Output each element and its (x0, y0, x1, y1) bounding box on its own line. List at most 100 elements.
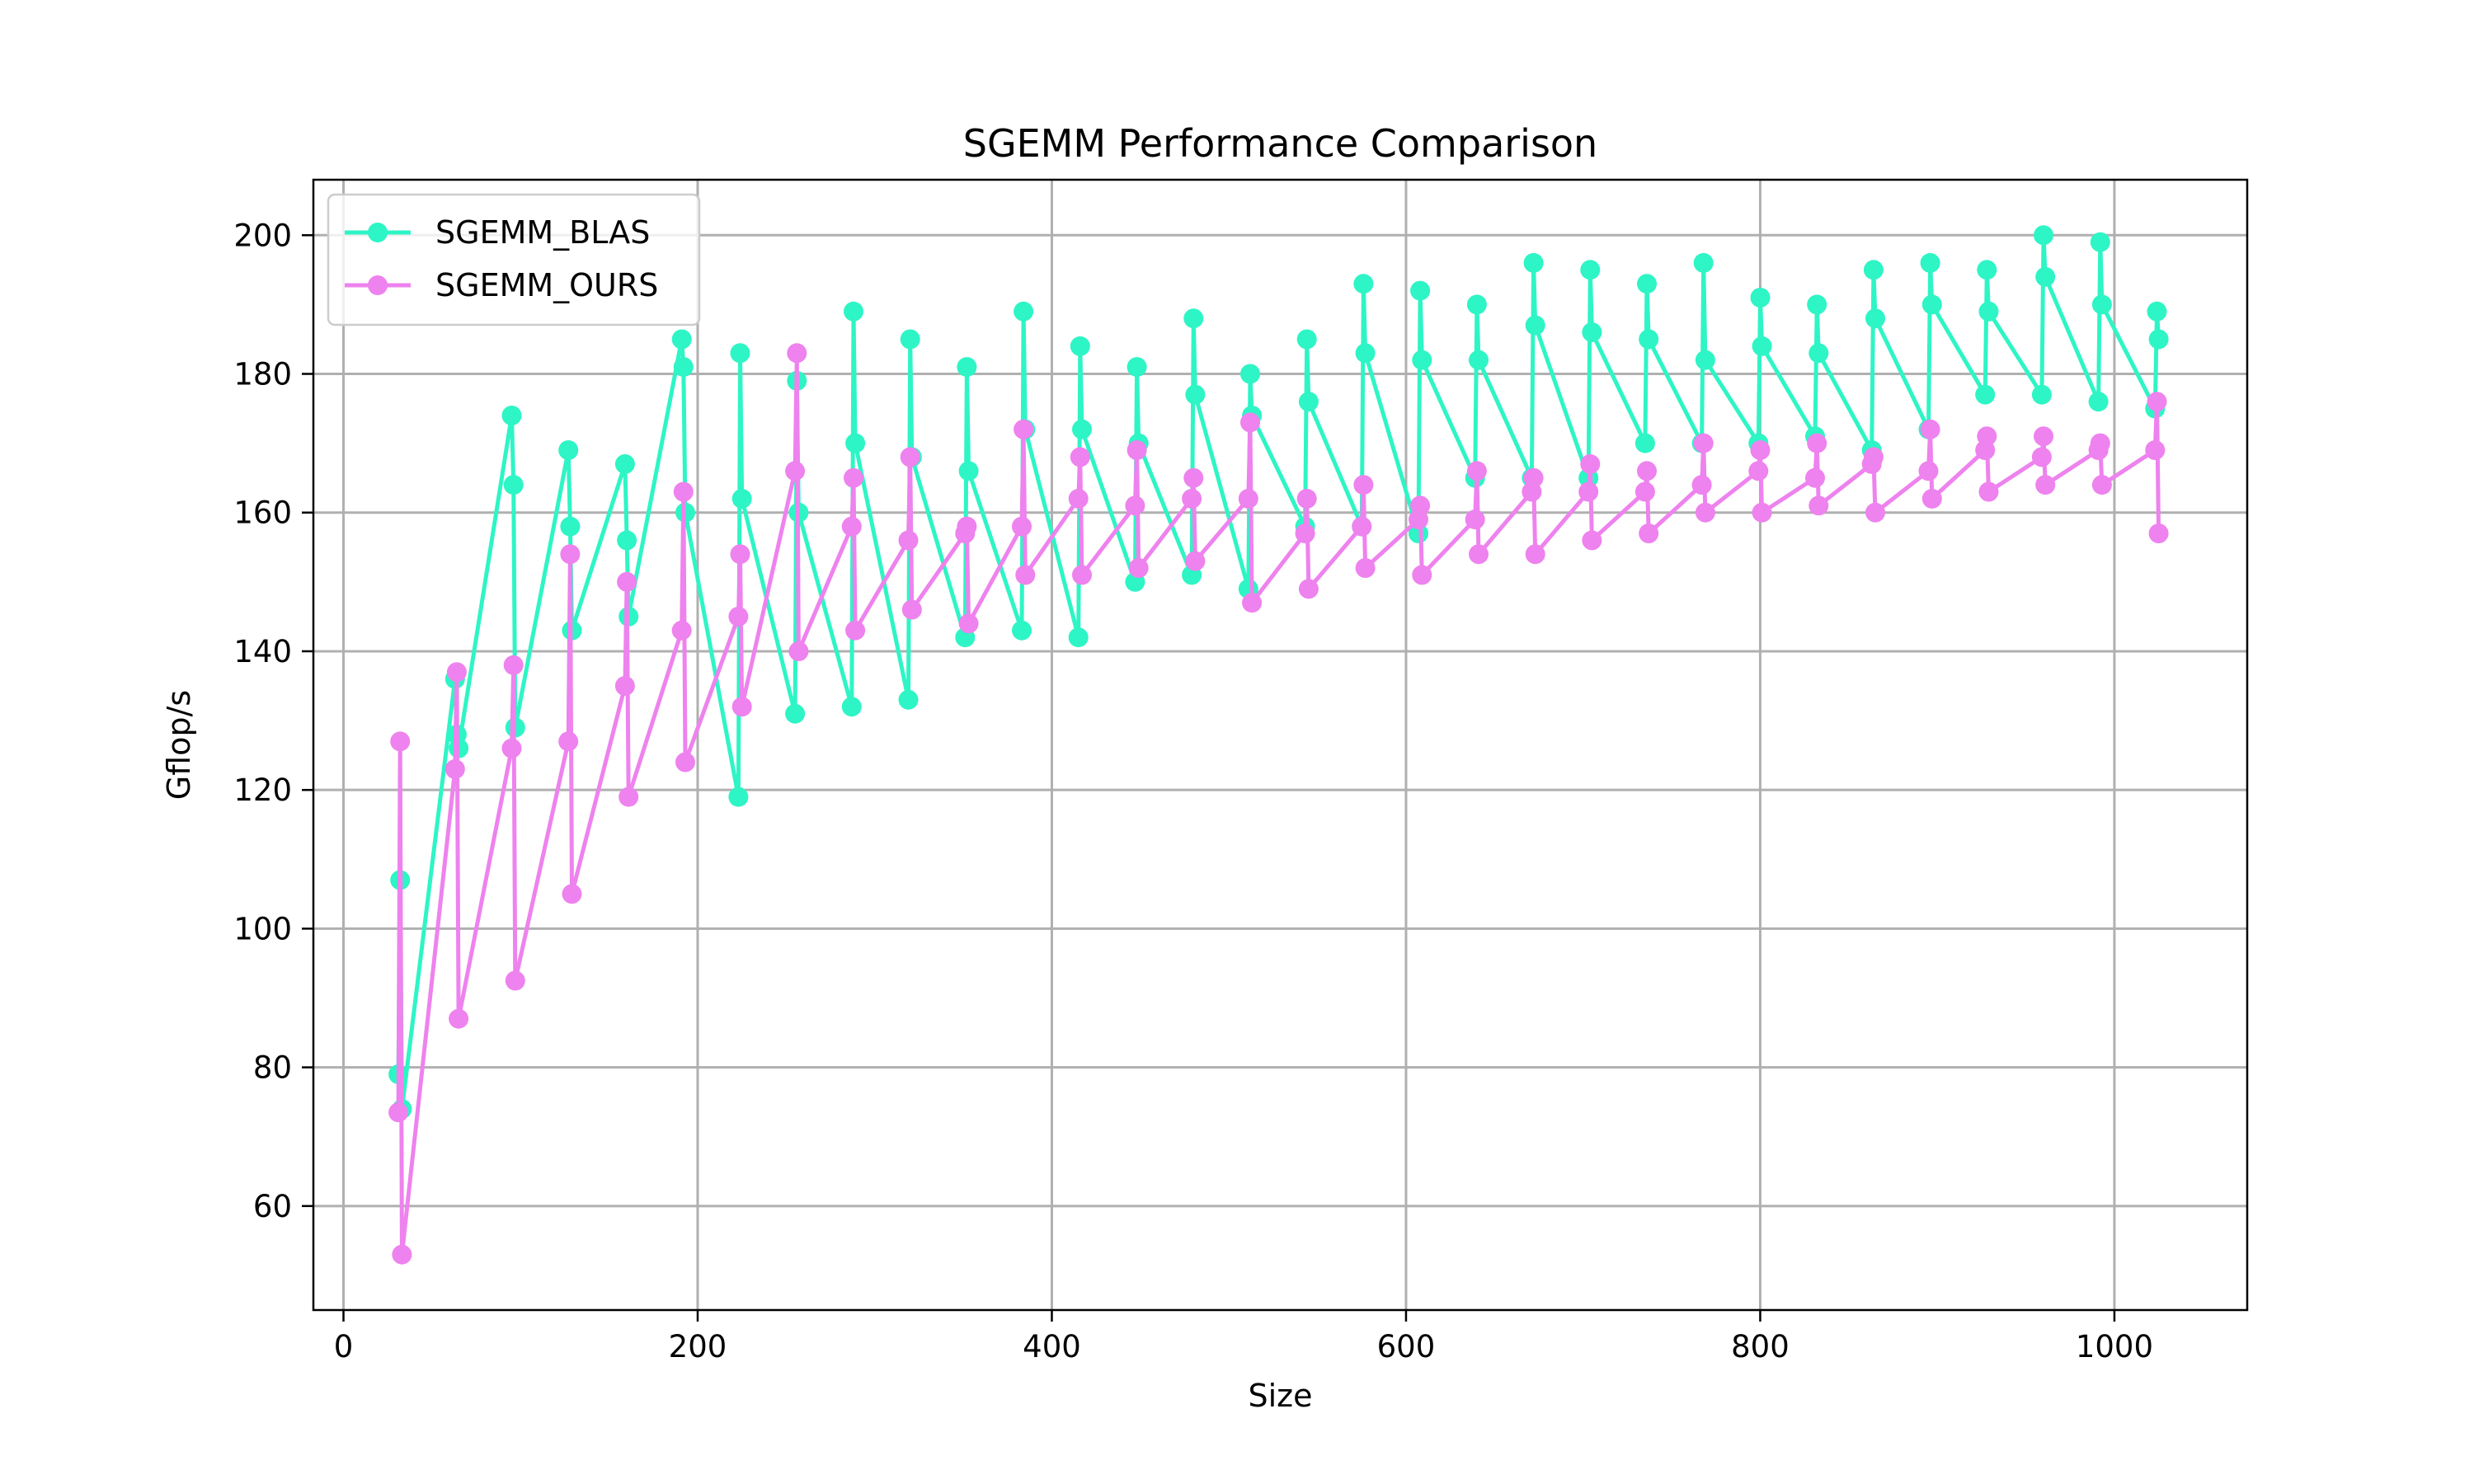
data-point (901, 599, 922, 620)
data-point (1977, 426, 1997, 447)
data-point (1070, 336, 1090, 356)
data-point (845, 620, 866, 641)
x-tick-label: 600 (1377, 1329, 1436, 1364)
legend-label: SGEMM_BLAS (435, 214, 650, 251)
data-point (501, 738, 522, 758)
data-point (671, 329, 692, 350)
data-point (503, 655, 524, 675)
y-tick-label: 120 (233, 773, 292, 808)
data-point (2148, 524, 2169, 543)
data-point (1525, 544, 1545, 565)
data-point (898, 689, 919, 710)
axis-ticks: 0 200 400 600 800 1000 60 80 100 120 140 160 180 200 (233, 218, 2153, 1364)
data-point (958, 461, 979, 481)
data-point (1918, 461, 1939, 481)
data-point (2088, 392, 2109, 412)
data-point (788, 641, 809, 661)
data-point (1580, 453, 1601, 474)
data-point (1465, 510, 1485, 530)
data-point (1865, 308, 1885, 329)
data-point (898, 530, 919, 551)
data-point (1578, 481, 1599, 502)
data-point (1353, 274, 1374, 294)
data-point (1126, 440, 1147, 460)
chart-title: SGEMM Performance Comparison (963, 121, 1597, 166)
data-point (1750, 440, 1771, 460)
data-point (1183, 467, 1204, 488)
series-layer (388, 225, 2169, 1265)
data-point (2035, 266, 2056, 287)
data-point (390, 731, 411, 752)
data-point (1012, 620, 1032, 641)
data-point (1298, 392, 1319, 412)
data-point (1978, 301, 1999, 322)
data-point (957, 516, 977, 537)
data-point (1693, 252, 1714, 273)
y-tick-label: 80 (253, 1050, 292, 1086)
y-tick-label: 180 (233, 357, 292, 392)
data-point (1014, 419, 1034, 439)
data-point (841, 516, 862, 537)
data-point (1525, 315, 1545, 336)
data-point (1634, 433, 1655, 453)
data-point (1412, 565, 1432, 585)
x-tick-label: 200 (669, 1329, 727, 1364)
data-point (2091, 475, 2112, 495)
data-point (730, 544, 750, 565)
data-point (1410, 495, 1431, 516)
data-point (2031, 384, 2052, 405)
data-point (446, 662, 467, 683)
data-point (501, 406, 522, 425)
data-point (671, 620, 692, 641)
y-tick-label: 100 (233, 911, 292, 946)
data-point (1410, 280, 1431, 301)
data-point (1298, 579, 1319, 599)
data-point (1295, 524, 1315, 543)
data-point (1014, 301, 1034, 322)
data-point (1637, 461, 1657, 481)
data-point (2147, 392, 2167, 412)
y-axis-label: Gflop/s (161, 690, 197, 800)
data-point (1412, 350, 1432, 370)
data-point (1072, 419, 1092, 439)
data-point (560, 544, 581, 565)
data-point (1126, 357, 1147, 378)
data-point (1582, 530, 1602, 551)
x-tick-label: 1000 (2076, 1329, 2153, 1364)
data-point (785, 703, 806, 724)
data-point (1808, 343, 1829, 364)
data-point (1353, 475, 1374, 495)
data-point (560, 516, 581, 537)
data-point (1805, 467, 1825, 488)
data-point (1920, 252, 1940, 273)
data-point (1070, 447, 1090, 467)
data-point (617, 530, 637, 551)
data-point (1580, 260, 1601, 280)
data-point (614, 676, 635, 696)
x-tick-label: 400 (1023, 1329, 1081, 1364)
data-point (505, 970, 525, 991)
data-point (2147, 301, 2167, 322)
data-point (1355, 343, 1376, 364)
data-point (1296, 329, 1317, 350)
data-point (1693, 433, 1714, 453)
data-point (1068, 627, 1089, 648)
data-point (2090, 232, 2110, 252)
data-point (1182, 488, 1202, 509)
data-point (558, 440, 579, 460)
data-point (785, 461, 806, 481)
legend-box (327, 193, 701, 326)
data-point (2035, 475, 2056, 495)
data-point (1695, 502, 1715, 523)
axes-frame (312, 178, 2249, 1312)
legend-marker-swatch (368, 275, 388, 295)
data-point (1920, 419, 1940, 439)
data-point (2091, 294, 2112, 315)
data-point (2090, 433, 2110, 453)
data-point (673, 357, 694, 378)
data-point (1242, 593, 1263, 613)
data-point (2148, 329, 2169, 350)
data-point (1352, 516, 1372, 537)
data-point (675, 752, 695, 773)
